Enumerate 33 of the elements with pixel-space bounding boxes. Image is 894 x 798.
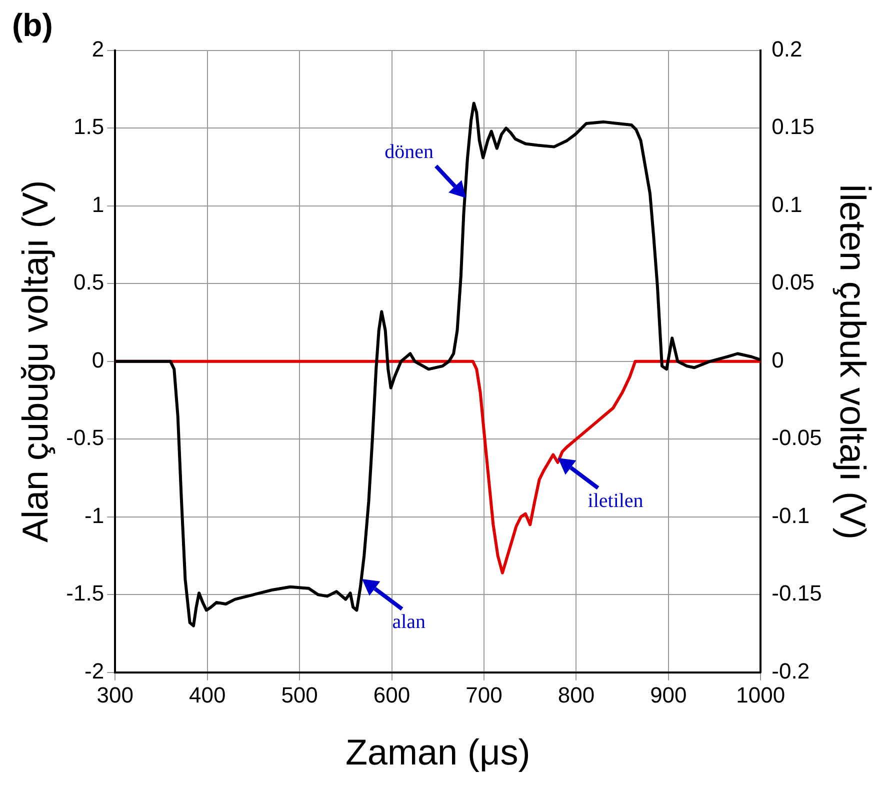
annotation: dönen xyxy=(384,141,434,164)
y-tick-label: 0.5 xyxy=(74,270,104,295)
x-tick-label: 1000 xyxy=(736,682,786,708)
y-tick-label: -1 xyxy=(84,502,104,528)
annotation: alan xyxy=(392,611,426,634)
x-tick-label: 800 xyxy=(558,682,595,708)
x-tick-label: 600 xyxy=(373,682,410,708)
y2-tick-label: -0.05 xyxy=(772,425,822,450)
y-tick-label: 1.5 xyxy=(74,114,104,140)
y2-tick-label: -0.1 xyxy=(772,502,810,528)
y2-tick-label: -0.2 xyxy=(772,658,810,684)
x-tick-label: 300 xyxy=(96,682,134,708)
y2-tick-label: -0.15 xyxy=(772,580,822,606)
y-axis-title: Alan çubuğu voltajı (V) xyxy=(14,180,56,542)
y-tick-label: -1.5 xyxy=(66,580,104,606)
y-tick-label: -2 xyxy=(84,658,104,684)
y-tick-label: 0 xyxy=(92,347,104,372)
x-axis-title: Zaman (μs) xyxy=(346,731,530,772)
y2-tick-label: 0.15 xyxy=(772,114,814,140)
x-tick-label: 700 xyxy=(466,682,502,708)
y2-tick-label: 0.05 xyxy=(772,270,814,295)
y-tick-label: 2 xyxy=(92,36,104,62)
y2-axis-title: İleten çubuk voltajı (V) xyxy=(832,183,874,540)
y2-tick-label: 0 xyxy=(772,347,784,372)
x-tick-label: 400 xyxy=(188,682,226,708)
y2-tick-label: 0.2 xyxy=(772,36,802,62)
chart-title: (b) xyxy=(12,7,53,44)
x-tick-label: 900 xyxy=(650,682,687,708)
annotation: iletilen xyxy=(588,490,644,513)
x-tick-label: 500 xyxy=(281,682,318,708)
y2-tick-label: 0.1 xyxy=(772,192,802,217)
y-tick-label: 1 xyxy=(92,192,104,217)
y-tick-label: -0.5 xyxy=(66,425,104,450)
